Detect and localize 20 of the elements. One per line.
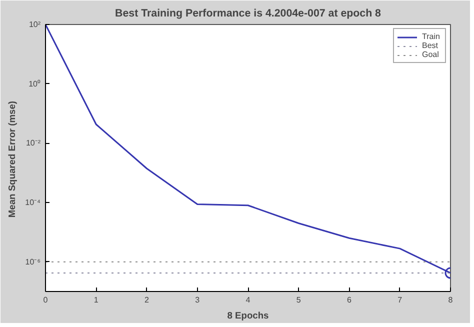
x-tick-label: 7 (398, 296, 403, 304)
x-tick-label: 2 (144, 296, 150, 304)
chart-title: Best Training Performance is 4.2004e-007 at epoch 8 (115, 8, 382, 20)
legend-label: Train (422, 32, 441, 41)
x-tick-label: 0 (43, 296, 48, 304)
x-tick-label: 1 (94, 296, 99, 304)
legend-label: Goal (422, 50, 440, 59)
y-tick-label: 10⁻⁴ (25, 198, 42, 207)
x-axis-title: 8 Epochs (227, 310, 269, 320)
y-axis-title: Mean Squared Error (mse) (7, 100, 18, 218)
y-tick-label: 10² (28, 20, 41, 29)
y-tick-label: 10⁻² (26, 138, 41, 148)
x-tick-label: 8 (448, 296, 454, 304)
x-tick-label: 5 (296, 296, 302, 304)
y-tick-label: 10⁰ (28, 79, 41, 88)
legend-label: Best (422, 41, 440, 50)
x-tick-label: 4 (246, 296, 251, 304)
x-tick-label: 3 (195, 296, 200, 304)
y-tick-label: 10⁻⁶ (25, 257, 41, 266)
x-tick-label: 6 (347, 296, 352, 304)
